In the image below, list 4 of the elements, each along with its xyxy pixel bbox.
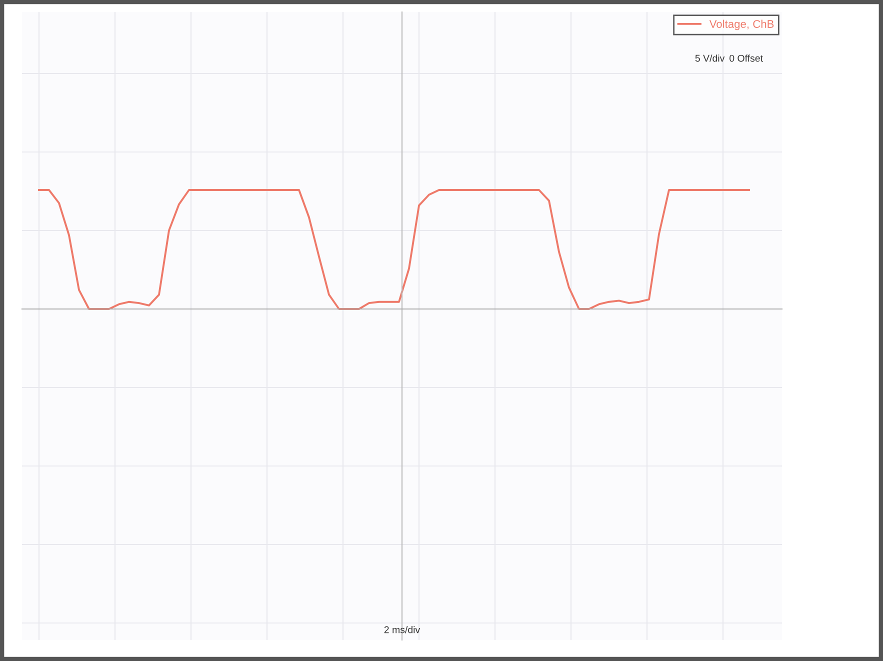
legend-label: Voltage, ChB	[709, 20, 774, 30]
text: 0 Offset	[730, 54, 763, 62]
text: 2 ms/div	[384, 626, 420, 634]
text: 5 V/div	[695, 54, 725, 62]
